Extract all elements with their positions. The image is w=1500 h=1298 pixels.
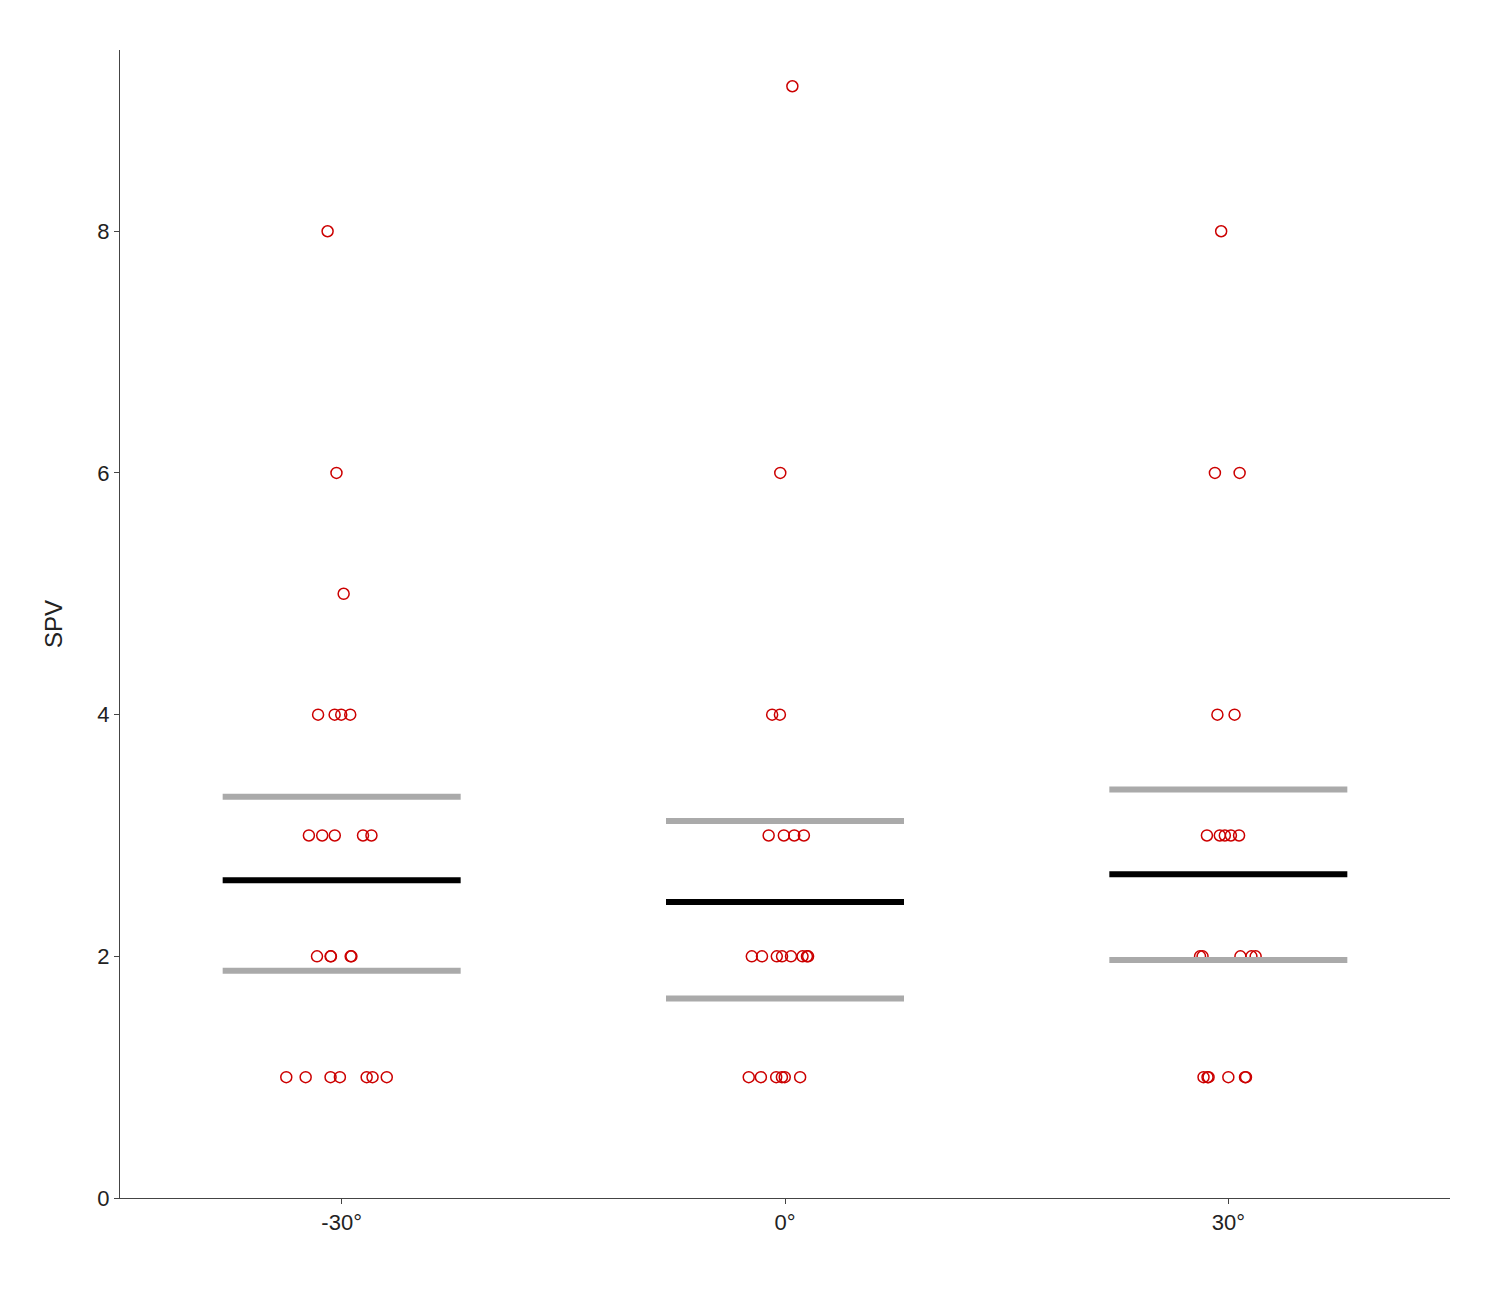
svg-text:2: 2: [97, 944, 109, 969]
svg-text:SPV: SPV: [40, 600, 67, 648]
svg-text:0: 0: [97, 1186, 109, 1211]
svg-text:8: 8: [97, 219, 109, 244]
svg-text:30°: 30°: [1212, 1210, 1245, 1235]
svg-text:6: 6: [97, 461, 109, 486]
svg-text:-30°: -30°: [321, 1210, 362, 1235]
svg-text:0°: 0°: [774, 1210, 795, 1235]
svg-text:4: 4: [97, 702, 109, 727]
